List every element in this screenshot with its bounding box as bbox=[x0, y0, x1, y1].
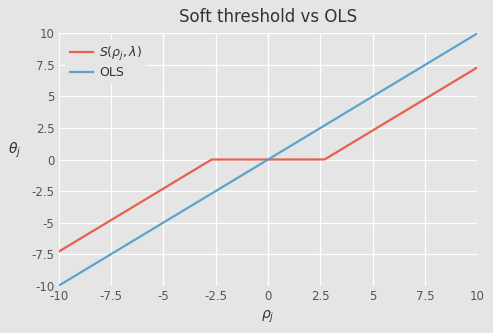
Line: $S(\rho_j, \lambda)$: $S(\rho_j, \lambda)$ bbox=[59, 68, 477, 252]
OLS bbox=[77, 271, 83, 275]
$S(\rho_j, \lambda)$ bbox=[259, 158, 265, 162]
OLS bbox=[248, 168, 254, 172]
$S(\rho_j, \lambda)$ bbox=[56, 250, 62, 254]
Y-axis label: $\theta_j$: $\theta_j$ bbox=[8, 140, 22, 160]
OLS bbox=[462, 39, 468, 43]
$S(\rho_j, \lambda)$ bbox=[474, 66, 480, 70]
X-axis label: $\rho_j$: $\rho_j$ bbox=[261, 308, 275, 325]
OLS bbox=[474, 31, 480, 35]
$S(\rho_j, \lambda)$ bbox=[386, 119, 391, 123]
$S(\rho_j, \lambda)$ bbox=[462, 73, 468, 77]
$S(\rho_j, \lambda)$ bbox=[248, 158, 254, 162]
Title: Soft threshold vs OLS: Soft threshold vs OLS bbox=[179, 8, 357, 26]
OLS bbox=[462, 39, 468, 43]
$S(\rho_j, \lambda)$ bbox=[77, 237, 83, 241]
OLS bbox=[386, 85, 391, 89]
$S(\rho_j, \lambda)$ bbox=[462, 73, 468, 77]
OLS bbox=[259, 161, 265, 165]
OLS bbox=[56, 284, 62, 288]
Line: OLS: OLS bbox=[59, 33, 477, 286]
Legend: $S(\rho_j, \lambda)$, OLS: $S(\rho_j, \lambda)$, OLS bbox=[65, 40, 147, 85]
